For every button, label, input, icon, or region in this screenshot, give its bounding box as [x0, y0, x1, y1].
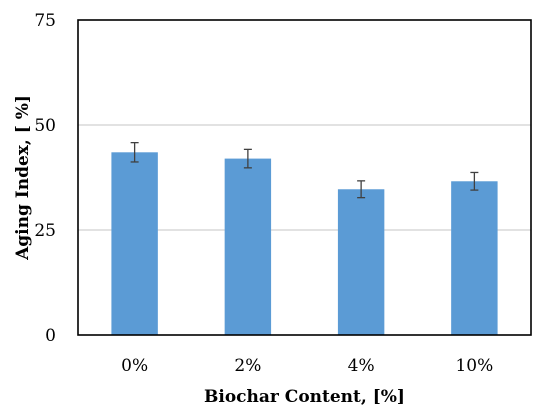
- plot-area-border: [77, 19, 532, 336]
- bars: [111, 152, 498, 335]
- error-bars: [130, 141, 479, 199]
- y-axis-title: Aging Index, [ %]: [13, 95, 33, 261]
- x-tick-label-3: 10%: [455, 356, 493, 376]
- x-axis-tick-labels: 0% 2% 4% 10%: [121, 356, 493, 376]
- x-tick-label-1: 2%: [234, 356, 261, 376]
- y-tick-label-25: 25: [34, 221, 56, 241]
- bar-3: [451, 181, 498, 335]
- bar-0: [111, 152, 158, 335]
- error-bar-3: [470, 171, 479, 191]
- y-tick-label-0: 0: [45, 326, 56, 346]
- error-bar-2: [357, 180, 366, 199]
- x-tick-label-0: 0%: [121, 356, 148, 376]
- error-bar-0: [130, 141, 139, 163]
- x-axis-title: Biochar Content, [%]: [204, 387, 405, 407]
- y-tick-label-75: 75: [34, 11, 56, 31]
- error-bar-1: [243, 148, 252, 169]
- bar-2: [337, 189, 385, 335]
- bar-1: [224, 158, 272, 335]
- y-axis-tick-labels: 0 25 50 75: [34, 11, 56, 346]
- y-tick-label-50: 50: [34, 116, 56, 136]
- x-tick-label-2: 4%: [348, 356, 375, 376]
